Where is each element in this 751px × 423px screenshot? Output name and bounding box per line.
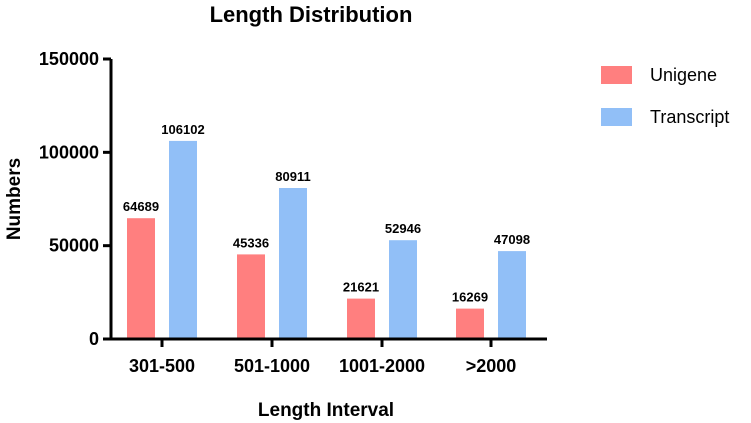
chart-title: Length Distribution xyxy=(210,2,413,27)
data-label-transcript-0: 106102 xyxy=(161,122,204,137)
data-label-unigene-3: 16269 xyxy=(452,290,488,305)
bar-unigene-1 xyxy=(237,254,265,339)
x-tick-label-1: 501-1000 xyxy=(234,356,310,376)
data-label-unigene-0: 64689 xyxy=(123,199,159,214)
data-label-transcript-2: 52946 xyxy=(385,221,421,236)
bar-unigene-0 xyxy=(127,218,155,339)
data-label-transcript-3: 47098 xyxy=(494,232,530,247)
x-tick-label-2: 1001-2000 xyxy=(339,356,425,376)
y-tick-label-2: 100000 xyxy=(39,142,99,162)
legend-swatch-unigene xyxy=(601,66,632,84)
y-tick-label-0: 0 xyxy=(89,329,99,349)
data-label-unigene-1: 45336 xyxy=(233,235,269,250)
legend: Unigene Transcript xyxy=(601,65,729,127)
data-label-unigene-2: 21621 xyxy=(343,280,379,295)
y-tick-label-3: 150000 xyxy=(39,49,99,69)
plot-area: 64689 45336 21621 16269 106102 80911 52946 4709… xyxy=(39,49,547,376)
legend-label-transcript: Transcript xyxy=(650,107,729,127)
bar-transcript-2 xyxy=(389,240,417,339)
y-tick-label-1: 50000 xyxy=(49,236,99,256)
bar-unigene-2 xyxy=(347,298,375,339)
bar-transcript-3 xyxy=(498,251,526,339)
x-axis-label: Length Interval xyxy=(258,400,394,421)
legend-label-unigene: Unigene xyxy=(650,65,717,85)
y-axis-label: Numbers xyxy=(4,158,25,240)
legend-swatch-transcript xyxy=(601,108,632,126)
bar-transcript-1 xyxy=(279,188,307,339)
data-label-transcript-1: 80911 xyxy=(275,169,310,184)
bar-unigene-3 xyxy=(456,308,484,339)
x-tick-label-3: >2000 xyxy=(466,356,517,376)
bar-transcript-0 xyxy=(169,140,197,339)
x-tick-label-0: 301-500 xyxy=(129,356,195,376)
